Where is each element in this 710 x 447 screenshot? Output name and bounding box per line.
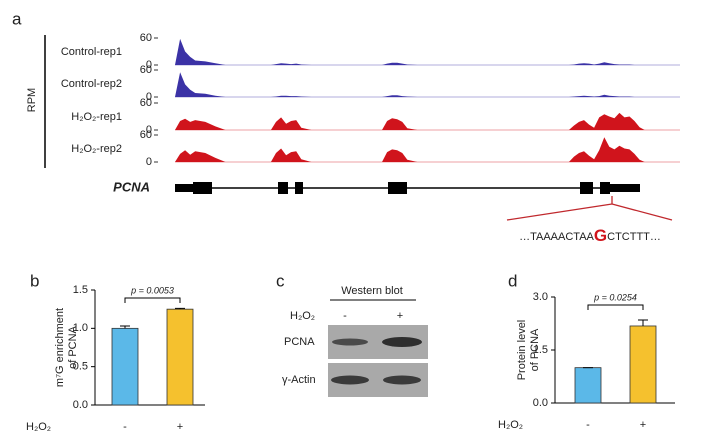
blot-title: Western blot (341, 285, 403, 297)
x-axis-label: H₂O₂ (26, 421, 51, 433)
track-tick-label: 0 (146, 124, 152, 136)
seq-site: G (594, 226, 607, 245)
bar (574, 367, 602, 404)
panel-label: d (508, 271, 517, 290)
track-label: Control-rep1 (61, 46, 122, 58)
y-tick-label: 3.0 (533, 291, 548, 303)
blot-treatment: H₂O₂ (290, 310, 315, 322)
x-tick-label: + (640, 419, 646, 431)
track-tick-label: 0 (146, 59, 152, 71)
coverage (175, 72, 680, 97)
band (331, 375, 369, 385)
band (332, 338, 368, 346)
x-tick-label: - (586, 419, 590, 431)
x-axis-label: H₂O₂ (498, 419, 523, 431)
error-bar (120, 325, 130, 329)
sig-bracket (587, 304, 644, 310)
y-tick-label: 0.0 (73, 399, 88, 411)
track-tick-label: 60 (140, 129, 152, 141)
y-tick-label: 0.5 (73, 361, 88, 373)
track-label: H₂O₂-rep2 (71, 143, 122, 155)
error-bar (175, 307, 185, 310)
y-tick-label: 1.5 (73, 284, 88, 296)
y-axis-label: of PCNA (529, 328, 541, 371)
x-tick-label: - (123, 421, 127, 433)
band (383, 375, 421, 385)
track-tick-label: 0 (146, 156, 152, 168)
track-tick-label: 0 (146, 91, 152, 103)
y-axis-label: m⁷G enrichment (54, 308, 66, 387)
blot-row-label: γ-Actin (282, 374, 316, 386)
blot-row-label: PCNA (284, 336, 315, 348)
seq-before: …TAAAACTAA (519, 231, 594, 243)
zoom-lines (506, 196, 673, 221)
lane-label: - (343, 310, 347, 322)
coverage (175, 38, 680, 65)
coverage (175, 112, 680, 130)
lane-label: + (397, 310, 403, 322)
track-label: H₂O₂-rep1 (71, 111, 122, 123)
y-axis-label: of PCNA (67, 325, 79, 368)
x-tick-label: + (177, 421, 183, 433)
bar (111, 327, 139, 406)
track-tick-label: 60 (140, 32, 152, 44)
track-label: Control-rep2 (61, 78, 122, 90)
coverage (175, 137, 680, 162)
band (382, 337, 422, 347)
y-tick-label: 1.0 (73, 322, 88, 334)
panel-label: b (30, 271, 39, 290)
p-value: p = 0.0053 (130, 285, 174, 295)
error-bar (638, 319, 648, 326)
track-ylabel: RPM (26, 88, 38, 112)
y-tick-label: 1.5 (533, 344, 548, 356)
track-tick-label: 60 (140, 64, 152, 76)
bar (166, 308, 194, 406)
y-axis-label: Protein level (516, 320, 528, 381)
gene-name: PCNA (113, 179, 150, 194)
panel-label: a (12, 9, 22, 28)
seq-after: CTCTTT… (607, 231, 661, 243)
sig-bracket (124, 297, 181, 303)
sequence: …TAAAACTAAGCTCTTT… (519, 226, 661, 245)
panel-label: c (276, 271, 285, 290)
bar (629, 325, 657, 404)
track-tick-label: 60 (140, 97, 152, 109)
p-value: p = 0.0254 (593, 292, 637, 302)
y-tick-label: 0.0 (533, 397, 548, 409)
exons (175, 182, 640, 194)
